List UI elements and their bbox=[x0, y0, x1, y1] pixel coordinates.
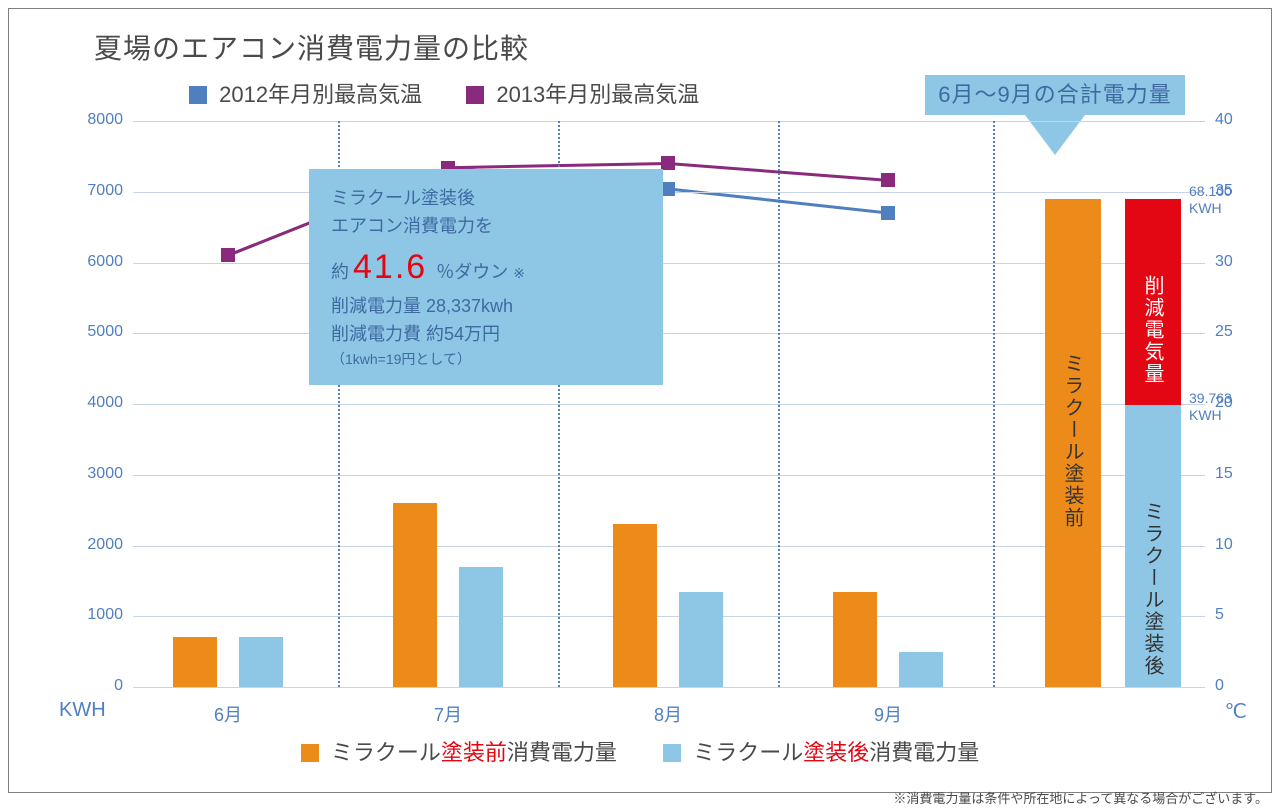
y-tick-right: 15 bbox=[1215, 465, 1265, 483]
y-tick-right: 0 bbox=[1215, 677, 1265, 695]
y-tick-left: 6000 bbox=[73, 253, 123, 271]
y-tick-right: 25 bbox=[1215, 323, 1265, 341]
page-title: 夏場のエアコン消費電力量の比較 bbox=[94, 27, 529, 67]
x-category: 7月 bbox=[434, 701, 462, 727]
chart-frame: 夏場のエアコン消費電力量の比較 2012年月別最高気温 2013年月別最高気温 … bbox=[8, 8, 1272, 793]
x-category: 8月 bbox=[654, 701, 682, 727]
plot-area: ミラクール塗装前削減電気量ミラクール塗装後68.100KWH39.763KWH bbox=[133, 121, 1205, 687]
axis-unit-left: KWH bbox=[59, 699, 106, 722]
x-category: 9月 bbox=[874, 701, 902, 727]
reduction-callout: ミラクール塗装後 エアコン消費電力を 約41.6 ％ダウン ※ 削減電力量 28… bbox=[309, 169, 663, 385]
callout-line: ミラクール塗装後 bbox=[331, 185, 643, 213]
bar-label-after: ミラクール塗装後 bbox=[1142, 501, 1162, 677]
marker-2013 bbox=[881, 173, 895, 187]
bar-before bbox=[833, 592, 877, 688]
y-tick-left: 7000 bbox=[73, 182, 123, 200]
callout-line: 削減電力量 28,337kwh bbox=[331, 293, 643, 321]
bar-after bbox=[459, 567, 503, 687]
y-tick-right: 10 bbox=[1215, 536, 1265, 554]
callout-line: 削減電力費 約54万円 bbox=[331, 321, 643, 349]
callout-line: エアコン消費電力を bbox=[331, 213, 643, 241]
y-tick-left: 8000 bbox=[73, 111, 123, 129]
legend-item-2012: 2012年月別最高気温 bbox=[189, 77, 422, 109]
bar-label-reduction: 削減電気量 bbox=[1142, 275, 1162, 385]
bar-after bbox=[899, 652, 943, 687]
marker-2012 bbox=[881, 206, 895, 220]
marker-2012 bbox=[661, 182, 675, 196]
square-icon bbox=[663, 744, 681, 762]
legend-item-after: ミラクール塗装後消費電力量 bbox=[663, 735, 979, 767]
bar-label-before: ミラクール塗装前 bbox=[1062, 353, 1082, 529]
y-tick-left: 5000 bbox=[73, 323, 123, 341]
legend-item-before: ミラクール塗装前消費電力量 bbox=[301, 735, 617, 767]
square-icon bbox=[466, 86, 484, 104]
marker-2013 bbox=[221, 248, 235, 262]
axis-unit-right: ℃ bbox=[1225, 699, 1247, 724]
y-tick-right: 40 bbox=[1215, 111, 1265, 129]
bar-before bbox=[613, 524, 657, 687]
y-tick-left: 1000 bbox=[73, 606, 123, 624]
bar-before bbox=[393, 503, 437, 687]
y-tick-right: 35 bbox=[1215, 182, 1265, 200]
y-tick-right: 20 bbox=[1215, 394, 1265, 412]
y-tick-right: 30 bbox=[1215, 253, 1265, 271]
callout-line: （1kwh=19円として） bbox=[331, 349, 643, 371]
legend-temperature: 2012年月別最高気温 2013年月別最高気温 bbox=[189, 77, 737, 109]
legend-item-2013: 2013年月別最高気温 bbox=[466, 77, 699, 109]
footnote: ※消費電力量は条件や所在地によって異なる場合がございます。 bbox=[0, 788, 1268, 807]
x-category: 6月 bbox=[214, 701, 242, 727]
y-tick-left: 2000 bbox=[73, 536, 123, 554]
square-icon bbox=[301, 744, 319, 762]
y-tick-left: 3000 bbox=[73, 465, 123, 483]
total-power-badge: 6月〜9月の合計電力量 bbox=[925, 75, 1185, 115]
y-tick-right: 5 bbox=[1215, 606, 1265, 624]
bar-after bbox=[239, 637, 283, 687]
callout-percent: 約41.6 ％ダウン ※ bbox=[331, 241, 643, 294]
y-tick-left: 4000 bbox=[73, 394, 123, 412]
y-tick-left: 0 bbox=[73, 677, 123, 695]
marker-2013 bbox=[661, 156, 675, 170]
legend-bars: ミラクール塗装前消費電力量 ミラクール塗装後消費電力量 bbox=[9, 735, 1271, 767]
square-icon bbox=[189, 86, 207, 104]
bar-after bbox=[679, 592, 723, 688]
bar-before bbox=[173, 637, 217, 687]
